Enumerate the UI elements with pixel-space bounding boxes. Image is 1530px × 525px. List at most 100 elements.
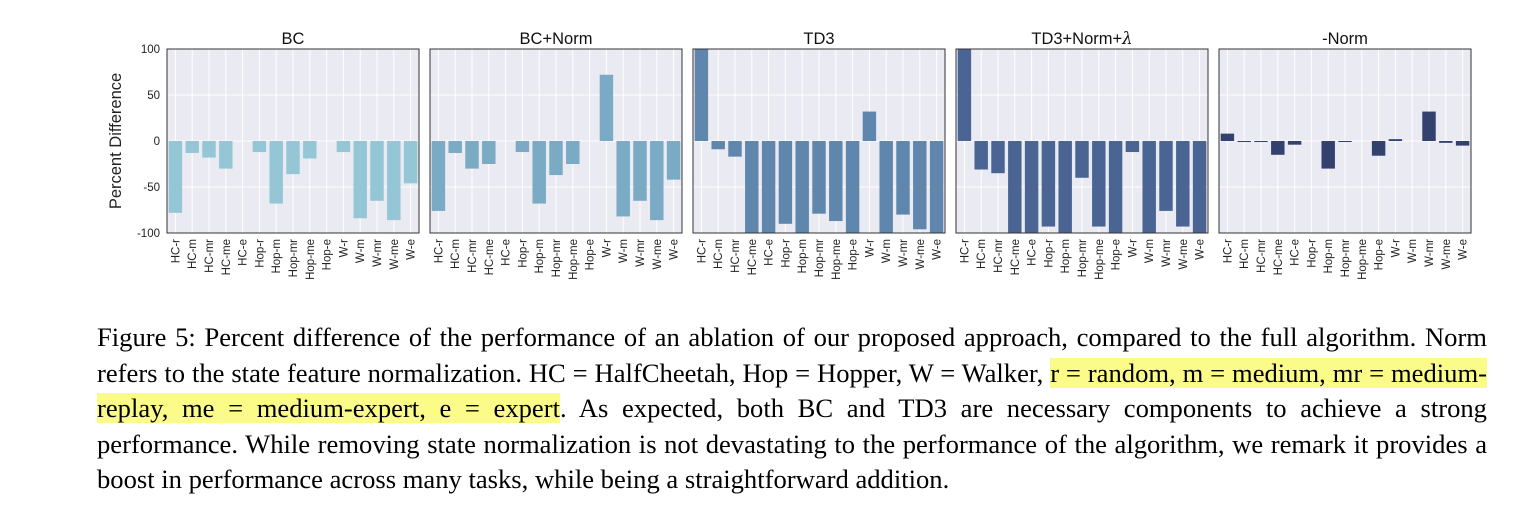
x-tick-label: W-e — [1458, 239, 1470, 260]
bar-norm-hc-mr — [1254, 141, 1268, 142]
bar-td3-w-mr — [896, 141, 910, 215]
x-tick-label: W-m — [355, 239, 367, 263]
bar-bc-norm-hop-m — [532, 141, 546, 204]
bar-bc-norm-hc-m — [448, 141, 462, 153]
x-tick-label: HC-m — [976, 239, 988, 269]
x-tick-label: HC-r — [170, 239, 182, 263]
x-tick-label: Hop-r — [517, 239, 529, 268]
bar-bc-norm-w-mr — [633, 141, 647, 201]
bar-bc-norm-hc-me — [482, 141, 496, 164]
bar-td3-norm-hop-e — [1108, 141, 1123, 233]
bar-td3-hc-r — [694, 49, 709, 141]
bar-bc-norm-hop-r — [515, 141, 530, 153]
x-tick-label: HC-me — [221, 239, 233, 275]
bar-norm-w-r — [1388, 139, 1403, 141]
y-tick-label: -50 — [143, 182, 160, 194]
panel-title-suffix: λ — [1121, 29, 1132, 48]
bar-td3-norm-w-m — [1142, 141, 1156, 233]
x-tick-label: Hop-r — [1043, 239, 1055, 268]
x-tick-label: HC-mr — [204, 239, 216, 273]
bar-bc-hop-mr — [286, 141, 300, 175]
bar-norm-hc-m — [1237, 141, 1251, 142]
x-tick-label: W-me — [915, 239, 927, 269]
bar-bc-norm-w-m — [616, 141, 630, 217]
caption-text-part1: Figure 5: Percent difference of the perf… — [97, 322, 1487, 388]
x-tick-label: W-m — [1407, 239, 1419, 263]
bar-td3-hop-e — [845, 141, 860, 233]
bar-td3-norm-w-e — [1192, 141, 1207, 233]
bar-norm-hc-r — [1220, 133, 1235, 141]
x-tick-label: Hop-m — [1323, 239, 1335, 274]
bar-td3-norm-w-r — [1125, 141, 1140, 153]
bar-bc-w-r — [336, 141, 351, 153]
bar-td3-hop-m — [795, 141, 809, 233]
bar-td3-norm-hop-mr — [1075, 141, 1089, 178]
x-tick-label: W-e — [669, 239, 681, 260]
x-tick-label: HC-me — [1273, 239, 1285, 275]
x-tick-label: HC-mr — [1256, 239, 1268, 273]
bar-bc-norm-hop-mr — [549, 141, 563, 176]
bar-bc-hop-r — [252, 141, 267, 153]
bar-bc-hop-m — [269, 141, 283, 204]
bar-bc-w-mr — [370, 141, 384, 201]
bar-bc-hc-mr — [202, 141, 216, 158]
panel-border-bc — [166, 48, 420, 234]
x-tick-label: Hop-r — [254, 239, 266, 268]
bar-td3-w-m — [879, 141, 893, 233]
x-tick-label: Hop-me — [1094, 239, 1106, 280]
panel-title-bc-norm: BC+Norm — [520, 30, 593, 48]
bar-bc-norm-hc-mr — [465, 141, 479, 169]
bar-norm-hop-mr — [1338, 141, 1352, 142]
bar-td3-hop-me — [829, 141, 843, 222]
bar-td3-w-e — [929, 141, 944, 233]
x-tick-label: HC-r — [1222, 239, 1234, 263]
panel-border-td3-norm — [955, 48, 1209, 234]
x-tick-label: W-me — [389, 239, 401, 269]
x-tick-label: W-r — [864, 239, 876, 257]
x-tick-label: Hop-me — [305, 239, 317, 280]
x-tick-label: Hop-mr — [1340, 239, 1352, 278]
bar-td3-hc-e — [761, 141, 776, 233]
bar-bc-norm-hop-me — [566, 141, 580, 164]
bar-norm-w-me — [1439, 141, 1453, 143]
x-tick-label: Hop-mr — [1077, 239, 1089, 278]
bar-td3-norm-hop-me — [1092, 141, 1106, 227]
x-tick-label: W-m — [881, 239, 893, 263]
x-tick-label: Hop-mr — [551, 239, 563, 278]
y-axis-label: Percent Difference — [107, 73, 125, 209]
x-tick-label: HC-me — [747, 239, 759, 275]
x-tick-label: Hop-r — [1306, 239, 1318, 268]
x-tick-label: Hop-me — [568, 239, 580, 280]
x-tick-label: HC-r — [696, 239, 708, 263]
x-tick-label: HC-me — [484, 239, 496, 275]
bar-norm-hop-e — [1371, 141, 1386, 156]
x-tick-label: Hop-m — [534, 239, 546, 274]
x-tick-label: Hop-me — [831, 239, 843, 280]
x-tick-label: W-r — [338, 239, 350, 257]
bar-td3-norm-hc-e — [1024, 141, 1039, 233]
x-tick-label: W-e — [932, 239, 944, 260]
x-tick-label: HC-m — [713, 239, 725, 269]
bar-td3-hop-r — [778, 141, 793, 224]
x-tick-label: W-r — [1127, 239, 1139, 257]
x-tick-label: Hop-e — [1374, 239, 1386, 270]
x-tick-label: HC-m — [1239, 239, 1251, 269]
x-tick-label: Hop-m — [271, 239, 283, 274]
panel-border-norm — [1218, 48, 1472, 234]
bar-td3-norm-hc-r — [957, 49, 972, 141]
y-tick-label: 0 — [154, 136, 160, 148]
bar-bc-hc-m — [185, 141, 199, 153]
bar-td3-norm-hop-m — [1058, 141, 1072, 233]
x-tick-label: W-m — [618, 239, 630, 263]
x-tick-label: Hop-r — [780, 239, 792, 268]
x-tick-label: HC-e — [1290, 239, 1302, 266]
x-tick-label: Hop-m — [1060, 239, 1072, 274]
x-tick-label: HC-r — [433, 239, 445, 263]
bar-bc-w-e — [403, 141, 418, 184]
y-tick-label: 50 — [147, 90, 160, 102]
x-tick-label: Hop-m — [797, 239, 809, 274]
x-tick-label: HC-mr — [993, 239, 1005, 273]
x-tick-label: HC-m — [187, 239, 199, 269]
x-tick-label: HC-mr — [467, 239, 479, 273]
bar-bc-hc-me — [219, 141, 233, 169]
